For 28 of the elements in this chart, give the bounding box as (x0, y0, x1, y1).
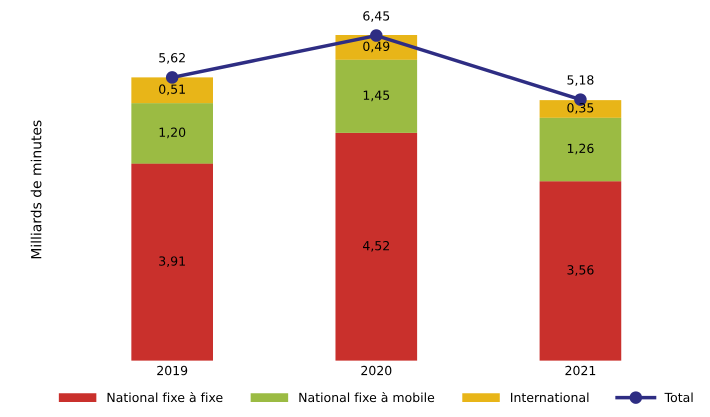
data-label: 5,18 (567, 75, 594, 86)
data-label: 1,45 (364, 90, 390, 102)
data-label: 0,51 (159, 84, 185, 96)
data-label: 1,26 (568, 144, 594, 154)
bar (131, 77, 213, 104)
x-tick-label: 2020 (361, 366, 392, 376)
bar (540, 100, 622, 118)
data-label: 3,56 (567, 265, 594, 276)
y-axis-title: Milliards de minutes (30, 120, 42, 258)
legend-label: International (511, 392, 588, 402)
legend-label: National fixe à mobile (299, 392, 434, 402)
data-label: 5,62 (159, 53, 185, 64)
bar (335, 60, 418, 133)
data-label: 1,20 (160, 128, 186, 138)
legend-label: National fixe à fixe (108, 392, 222, 402)
bar (131, 164, 213, 361)
data-label: 0,49 (363, 42, 390, 52)
x-tick-label: 2021 (565, 366, 596, 376)
data-label: 4,52 (362, 240, 389, 252)
bar (335, 132, 418, 361)
bar (540, 181, 622, 361)
bar (540, 118, 622, 182)
legend-label: Total (664, 392, 693, 402)
data-label: 0,35 (567, 103, 594, 114)
x-tick-label: 2019 (157, 366, 188, 376)
bar (131, 103, 213, 164)
data-label: 3,91 (159, 256, 185, 268)
data-label: 6,45 (363, 11, 390, 22)
